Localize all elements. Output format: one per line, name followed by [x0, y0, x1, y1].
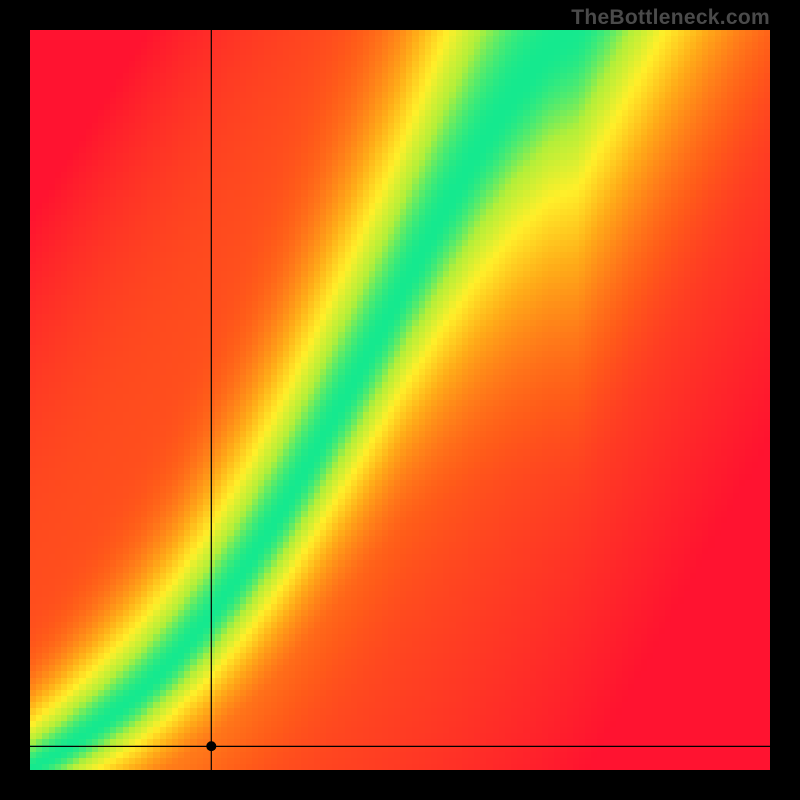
watermark-text: TheBottleneck.com [571, 6, 770, 30]
crosshair-overlay [30, 30, 770, 770]
chart-frame: { "watermark": { "text": "TheBottleneck.… [0, 0, 800, 800]
